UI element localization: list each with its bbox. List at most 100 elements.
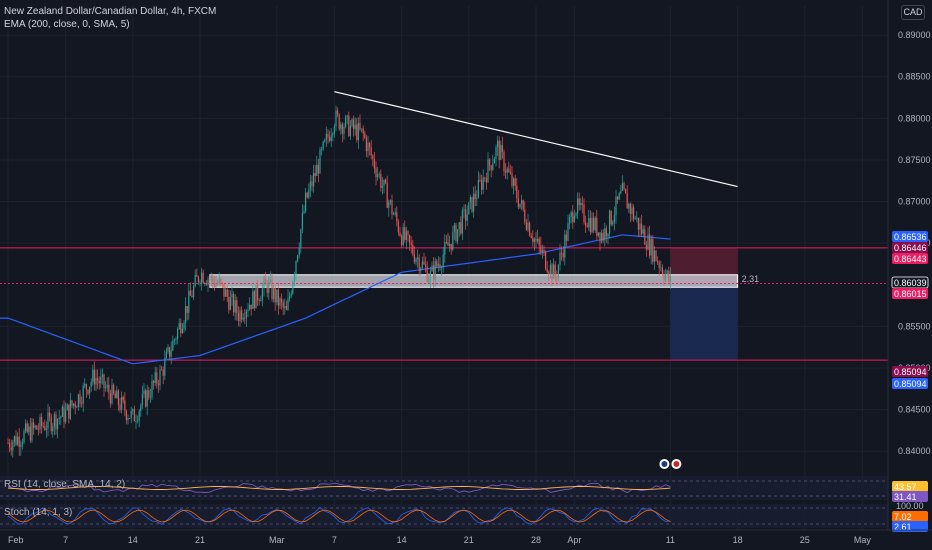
candle-body xyxy=(468,202,470,215)
candle-body xyxy=(241,310,243,320)
candle-body xyxy=(506,168,508,173)
candle-body xyxy=(79,394,81,404)
time-tick-label: 7 xyxy=(63,535,68,545)
candle-body xyxy=(209,279,211,281)
candle-body xyxy=(289,295,291,299)
candle-body xyxy=(258,300,260,302)
price-tick-label: 0.84000 xyxy=(898,446,931,456)
candle-body xyxy=(116,390,118,399)
candle-body xyxy=(516,185,518,199)
drawings xyxy=(334,91,738,469)
candle-body xyxy=(317,164,319,174)
candle-body xyxy=(205,283,207,285)
price-axis[interactable]: 0.89000 0.88500 0.88000 0.87500 0.87000 0.865… xyxy=(887,0,931,530)
candle-body xyxy=(418,257,420,271)
candle-body xyxy=(263,278,265,289)
ema-indicator-label[interactable]: EMA (200, close, 0, SMA, 5) xyxy=(4,19,130,30)
price-tick-label: 0.89000 xyxy=(898,30,931,40)
candle-body xyxy=(378,173,380,175)
price-tick-label: 0.88500 xyxy=(898,72,931,82)
candle-body xyxy=(429,271,431,280)
candle-body xyxy=(661,267,663,275)
candle-body xyxy=(325,133,327,140)
candle-body xyxy=(146,390,148,407)
candle-body xyxy=(55,414,57,430)
candle-body xyxy=(253,291,255,309)
candle-body xyxy=(383,179,385,186)
price-label-text: 0.85094 xyxy=(894,379,927,389)
rsi-line xyxy=(7,482,671,494)
candle-body xyxy=(533,238,535,242)
rsi-label[interactable]: RSI (14, close, SMA, 14, 2) xyxy=(4,479,126,490)
candle-body xyxy=(604,228,606,241)
candle-body xyxy=(175,338,177,340)
candle-body xyxy=(220,278,222,283)
candle-body xyxy=(410,242,412,245)
candle-body xyxy=(665,274,667,280)
candle-body xyxy=(601,232,603,242)
candle-body xyxy=(588,217,590,228)
candle-body xyxy=(663,274,665,280)
candle-body xyxy=(428,279,430,283)
time-axis[interactable]: Feb 7 14 21 Mar 7 14 21 28 Apr 11 18 25 May xyxy=(0,529,932,545)
candle-body xyxy=(98,380,100,384)
time-tick-label: 7 xyxy=(332,535,337,545)
candle-body xyxy=(226,289,228,297)
candle-body xyxy=(517,198,519,208)
candle-body xyxy=(489,159,491,166)
candle-body xyxy=(484,177,486,179)
candle-body xyxy=(644,229,646,245)
candle-body xyxy=(183,322,185,329)
candle-body xyxy=(290,293,292,296)
candle-body xyxy=(165,351,167,359)
candle-body xyxy=(609,210,611,234)
candle-body xyxy=(65,410,67,423)
candle-body xyxy=(637,217,639,230)
candle-body xyxy=(161,369,163,371)
candle-body xyxy=(185,306,187,323)
candle-body xyxy=(20,444,22,447)
candle-body xyxy=(650,238,652,256)
candle-body xyxy=(351,119,353,126)
candle-body xyxy=(201,272,203,282)
stoch-label[interactable]: Stoch (14, 1, 3) xyxy=(4,507,73,518)
candle-body xyxy=(244,317,246,319)
candle-body xyxy=(594,217,596,231)
candle-body xyxy=(10,447,12,451)
candle-body xyxy=(141,394,143,406)
candle-body xyxy=(501,145,503,152)
candle-body xyxy=(121,396,123,410)
candle-body xyxy=(596,217,598,236)
candle-body xyxy=(212,275,214,282)
candle-body xyxy=(653,250,655,262)
candle-body xyxy=(127,418,129,420)
candle-body xyxy=(532,237,534,242)
candle-body xyxy=(389,200,391,203)
stoch-value-label: 7.02 xyxy=(894,512,912,522)
candle-body xyxy=(338,114,340,130)
candle-body xyxy=(333,126,335,134)
candle-body xyxy=(63,406,65,423)
candle-body xyxy=(551,264,553,279)
currency-button[interactable]: CAD xyxy=(901,5,925,20)
candle-body xyxy=(265,278,267,283)
candle-body xyxy=(420,267,422,271)
candle-body xyxy=(399,232,401,236)
candle-body xyxy=(562,253,564,258)
candle-body xyxy=(100,377,102,384)
candle-body xyxy=(148,390,150,398)
candle-body xyxy=(329,137,331,141)
candle-body xyxy=(375,168,377,177)
candle-body xyxy=(639,223,641,230)
candle-body xyxy=(522,200,524,210)
price-label-text: 0.86443 xyxy=(894,254,927,264)
candle-body xyxy=(97,378,99,381)
candle-body xyxy=(135,420,137,422)
candle-body xyxy=(553,264,555,279)
candle-body xyxy=(189,290,191,296)
candle-body xyxy=(445,242,447,243)
flag-inner-icon xyxy=(673,461,680,467)
candle-body xyxy=(581,202,583,205)
candle-body xyxy=(322,141,324,150)
